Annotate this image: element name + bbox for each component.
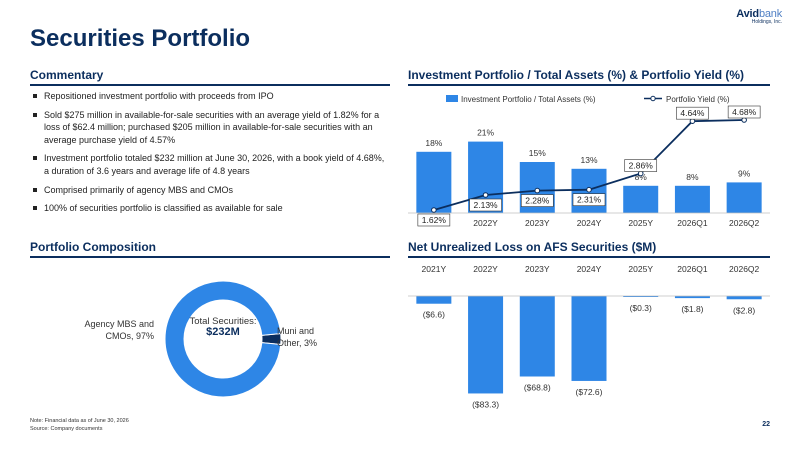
- logo-name-bold: Avid: [736, 8, 759, 20]
- legend-marker-yield: [650, 95, 656, 102]
- bar-value-label: 21%: [477, 128, 494, 138]
- yield-point: [689, 118, 696, 124]
- x-tick-label: 2026Q1: [677, 218, 708, 228]
- bar: [571, 296, 607, 381]
- pie-label-muni: Muni and Other, 3%: [277, 326, 318, 348]
- x-tick-label: 2023Y: [525, 218, 550, 228]
- donut-slice: [164, 280, 282, 398]
- yield-point: [534, 187, 541, 194]
- x-tick-label: 2026Q1: [677, 264, 708, 274]
- x-tick-label: 2026Q2: [729, 264, 760, 274]
- yield-point: [637, 170, 644, 177]
- donut-center-label: Total Securities: $232M: [188, 316, 258, 338]
- bar-value-label: ($72.6): [576, 387, 603, 397]
- page-number: 22: [762, 421, 770, 428]
- bar-value-label: 8%: [635, 172, 648, 182]
- yield-point: [482, 192, 489, 198]
- bar-value-label: 8%: [686, 172, 699, 182]
- yield-label-box: [572, 193, 606, 207]
- bar: [623, 296, 659, 297]
- bar: [416, 151, 452, 213]
- bar: [416, 296, 452, 304]
- yield-label-box: [469, 198, 502, 212]
- x-tick-label: 2025Y: [628, 264, 653, 274]
- commentary-bullet: Repositioned investment portfolio with p…: [30, 90, 390, 103]
- logo-name-light: bank: [758, 8, 782, 20]
- commentary-bullet: Sold $275 million in available-for-sale …: [30, 109, 390, 147]
- bar-value-label: 18%: [425, 138, 442, 148]
- yield-value-label: 4.68%: [732, 107, 757, 117]
- x-tick-label: 2024Y: [577, 264, 602, 274]
- bar-value-label: ($0.3): [630, 303, 652, 313]
- bar: [468, 296, 504, 394]
- bar-value-label: 9%: [738, 168, 751, 178]
- composition-rule: [30, 256, 390, 258]
- chart1-title: Investment Portfolio / Total Assets (%) …: [408, 68, 745, 82]
- bar: [726, 182, 762, 213]
- investment-portfolio-chart: Investment Portfolio / Total Assets (%) P…: [408, 95, 770, 228]
- bar-value-label: ($68.8): [524, 382, 551, 392]
- footnote-note: Note: Financial data as of June 30, 2026: [30, 418, 129, 424]
- yield-label-box: [727, 105, 761, 119]
- footnote-source: Source: Company documents: [30, 426, 103, 432]
- yield-label-box: [417, 213, 451, 227]
- portfolio-composition-donut: [164, 280, 282, 398]
- x-tick-label: 2022Y: [473, 218, 498, 228]
- bar: [623, 185, 659, 213]
- yield-label-box: [624, 159, 658, 172]
- commentary-bullet: Comprised primarily of agency MBS and CM…: [30, 184, 390, 197]
- bar: [726, 296, 762, 300]
- legend-label-yield: Portfolio Yield (%): [666, 95, 730, 104]
- yield-value-label: 4.64%: [680, 108, 705, 118]
- yield-label-box: [676, 106, 709, 120]
- composition-heading: Portfolio Composition: [30, 240, 156, 254]
- x-tick-label: 2024Y: [577, 218, 602, 228]
- chart1-rule: [408, 84, 770, 86]
- commentary-bullet: Investment portfolio totaled $232 millio…: [30, 152, 390, 177]
- yield-value-label: 2.86%: [629, 161, 654, 171]
- donut-center-text: Total Securities:: [189, 316, 257, 327]
- commentary-heading: Commentary: [30, 68, 104, 82]
- bar-value-label: 13%: [580, 155, 597, 165]
- x-tick-label: 2023Y: [525, 264, 550, 274]
- yield-value-label: 1.62%: [422, 215, 447, 225]
- bar-value-label: 15%: [529, 148, 546, 158]
- company-logo: Avidbank Holdings, Inc.: [736, 8, 782, 25]
- yield-value-label: 2.31%: [577, 195, 602, 205]
- commentary-bullet: 100% of securities portfolio is classifi…: [30, 202, 390, 215]
- yield-value-label: 2.28%: [525, 196, 550, 206]
- chart2-title: Net Unrealized Loss on AFS Securities ($…: [408, 240, 657, 254]
- x-tick-label: 2025Y: [628, 218, 653, 228]
- chart2-rule: [408, 256, 770, 258]
- yield-label-box: [520, 194, 554, 207]
- x-tick-label: 2026Q2: [729, 218, 760, 228]
- x-tick-label: 2021Y: [422, 264, 447, 274]
- legend-swatch-bars: [446, 95, 458, 102]
- legend-label-bars: Investment Portfolio / Total Assets (%): [461, 95, 596, 104]
- unrealized-loss-chart: 2021Y ($6.6) 2022Y ($83.3) 2023Y ($68.8) 2024Y…: [408, 264, 770, 409]
- donut-center-value: $232M: [206, 326, 240, 338]
- yield-point: [741, 117, 747, 123]
- pie-label-agency: Agency MBS and CMOs, 97%: [84, 319, 154, 341]
- bar: [674, 185, 710, 213]
- commentary-list: Repositioned investment portfolio with p…: [30, 90, 390, 221]
- bar-value-label: ($1.8): [681, 304, 703, 314]
- page-title: Securities Portfolio: [30, 25, 251, 52]
- bar-value-label: ($6.6): [423, 310, 445, 320]
- yield-value-label: 2.13%: [474, 200, 499, 210]
- yield-point: [586, 186, 592, 193]
- commentary-rule: [30, 84, 390, 86]
- logo-subtitle: Holdings, Inc.: [751, 19, 782, 25]
- yield-point: [431, 207, 437, 213]
- bar: [519, 296, 555, 377]
- x-tick-label: 2022Y: [473, 264, 498, 274]
- bar-value-label: ($83.3): [472, 399, 499, 409]
- bar: [674, 296, 710, 299]
- bar-value-label: ($2.8): [733, 305, 755, 315]
